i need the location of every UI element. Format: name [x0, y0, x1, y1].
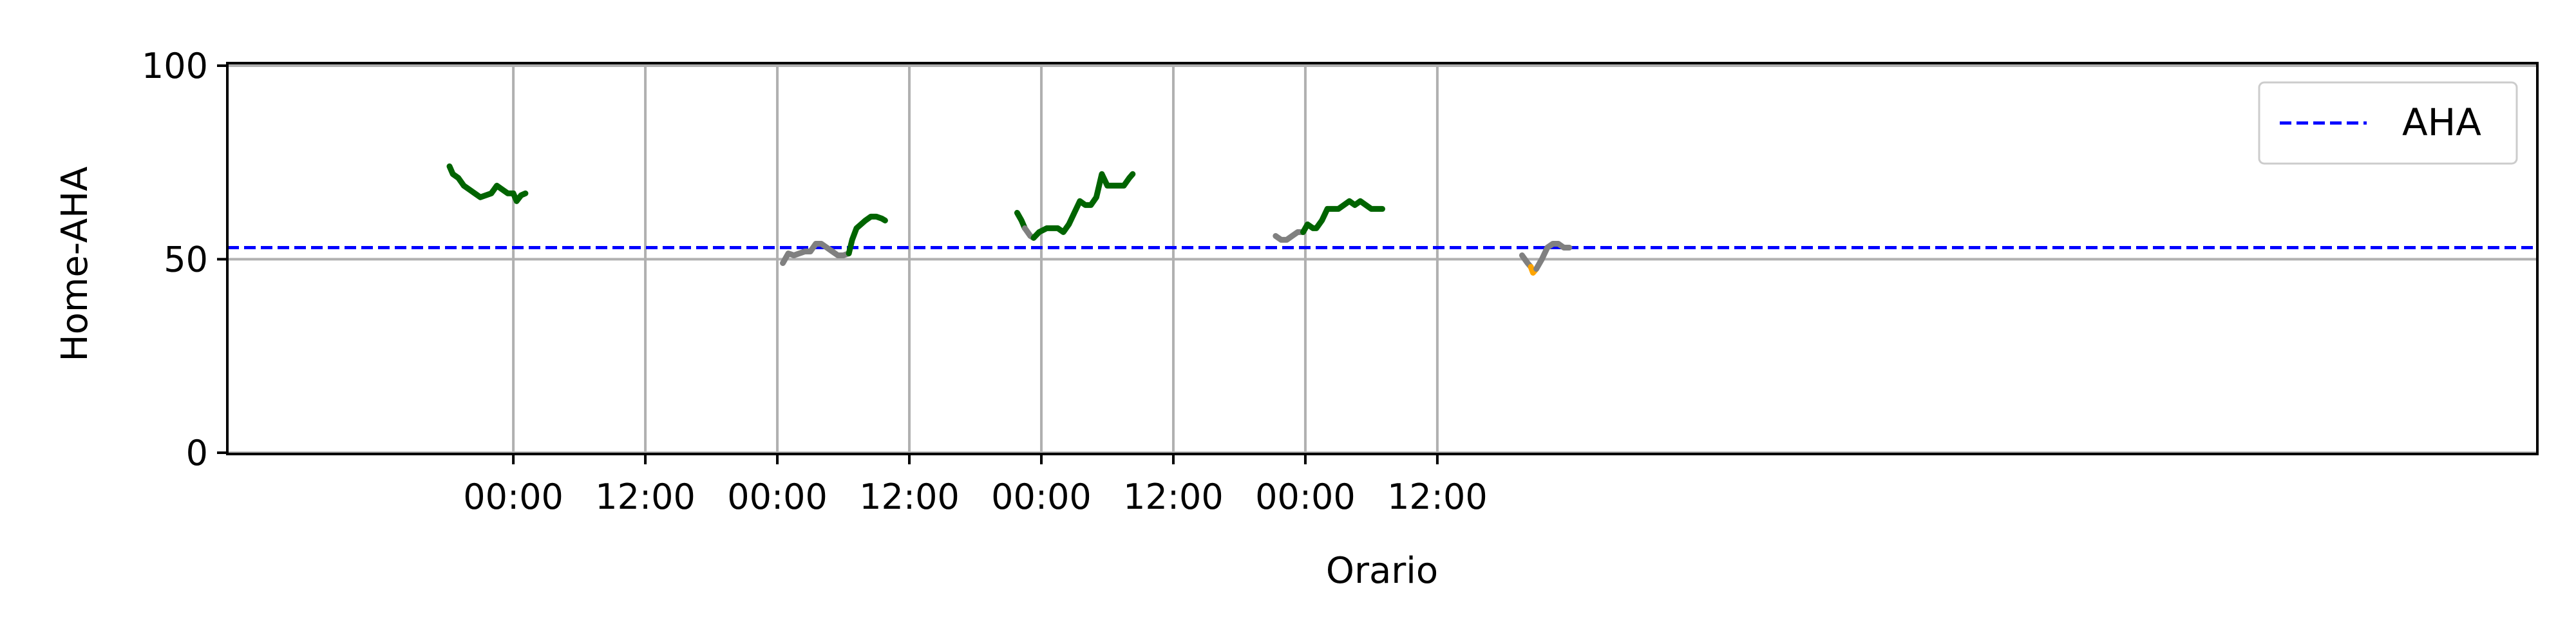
- x-axis-title: Orario: [1326, 550, 1438, 592]
- x-tick-label-2: 00:00: [727, 477, 828, 517]
- x-tick-label-4: 00:00: [991, 477, 1092, 517]
- grid-layer: [227, 63, 2537, 454]
- legend-label-aha: AHA: [2402, 100, 2481, 144]
- series-segment-grey-1: [780, 241, 852, 266]
- series-layer: [446, 163, 1573, 276]
- series-segment-green-0: [446, 163, 529, 204]
- x-tick-label-7: 12:00: [1387, 477, 1488, 517]
- series-segment-green-2: [846, 213, 888, 256]
- x-tick-label-3: 12:00: [859, 477, 960, 517]
- series-segment-green-7: [1300, 198, 1385, 235]
- legend: AHA: [2258, 81, 2518, 165]
- series-segment-green-5: [1030, 171, 1136, 241]
- y-tick-label-2: 100: [142, 46, 208, 86]
- x-tick-label-1: 12:00: [595, 477, 696, 517]
- x-tick-label-6: 00:00: [1255, 477, 1356, 517]
- x-tick-label-0: 00:00: [463, 477, 564, 517]
- y-tick-label-1: 50: [164, 240, 208, 280]
- tick-layer: 00:00 12:00 00:00 12:00 00:00 12:00 00:00 12:00…: [142, 46, 1488, 517]
- y-axis-title: Home-AHA: [54, 166, 96, 361]
- series-segment-grey-10: [1533, 241, 1573, 272]
- y-tick-label-0: 0: [186, 433, 208, 473]
- series-segment-grey-6: [1273, 229, 1306, 243]
- legend-box: [2258, 81, 2518, 165]
- x-tick-label-5: 12:00: [1123, 477, 1224, 517]
